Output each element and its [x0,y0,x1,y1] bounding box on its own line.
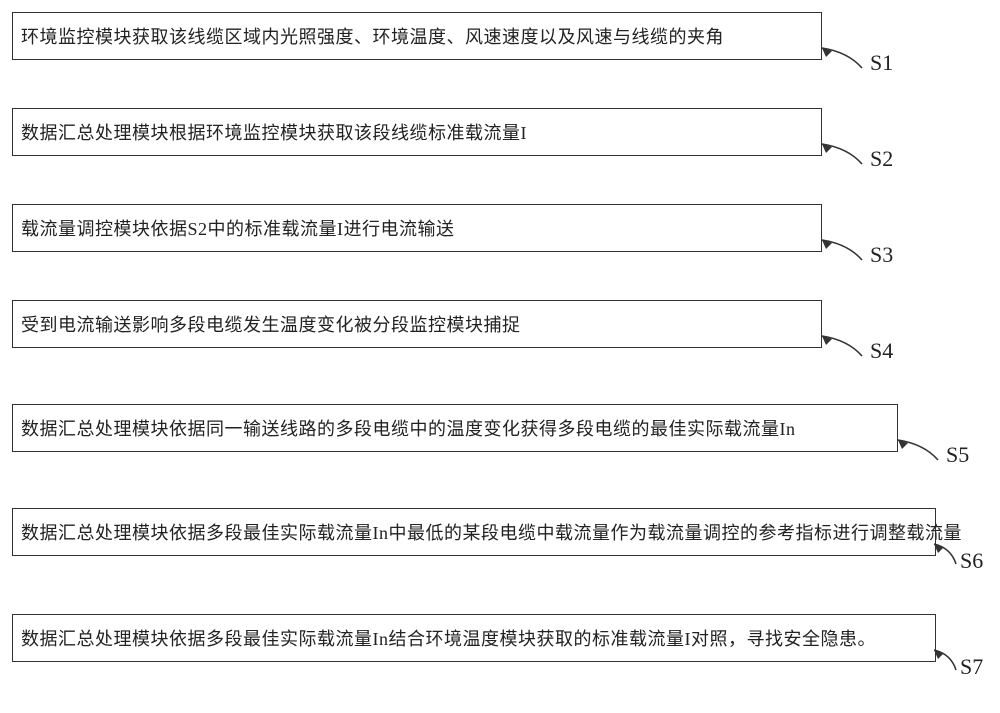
pointer-S7 [0,0,1000,713]
step-label-S7: S7 [960,654,983,680]
flowchart-canvas: 环境监控模块获取该线缆区域内光照强度、环境温度、风速速度以及风速与线缆的夹角S1… [0,0,1000,713]
